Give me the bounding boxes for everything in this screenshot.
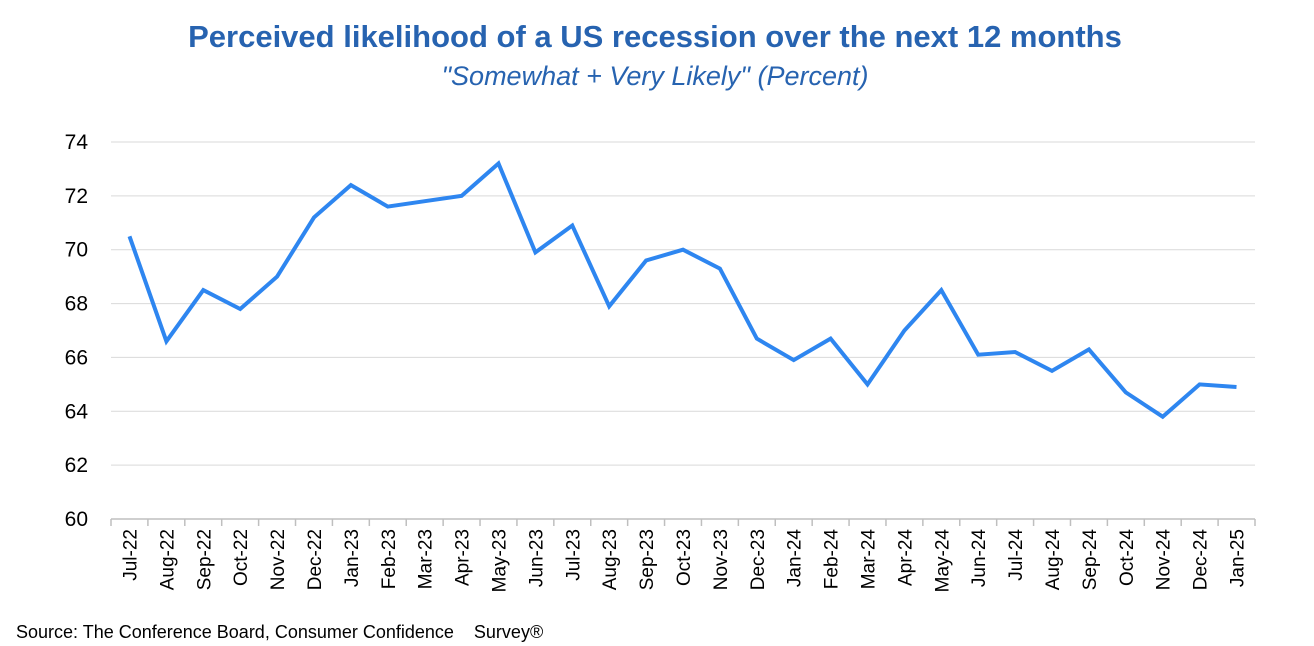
x-tick-label: May-24 (932, 529, 953, 593)
x-tick-label: Dec-22 (305, 529, 326, 590)
x-tick-label: Jan-25 (1228, 529, 1249, 587)
x-tick-label: Sep-24 (1080, 529, 1101, 591)
y-tick-label: 62 (65, 454, 88, 477)
y-tick-label: 72 (65, 185, 88, 208)
x-tick-label: Feb-24 (822, 529, 843, 590)
x-tick-label: Aug-22 (157, 529, 178, 590)
x-tick-label: Jun-23 (526, 529, 547, 587)
source-note: Source: The Conference Board, Consumer C… (16, 622, 543, 642)
x-tick-label: Oct-23 (674, 529, 695, 586)
x-tick-label: Jan-24 (785, 529, 806, 588)
y-tick-label: 64 (65, 400, 89, 423)
y-tick-label: 70 (65, 239, 88, 262)
x-axis: Jul-22 Aug-22 Sep-22 Oct-22 Nov-22 Dec-22 Jan-… (110, 518, 1256, 593)
x-tick-label: Jul-24 (1006, 529, 1027, 581)
x-tick-label: Apr-23 (453, 529, 474, 586)
x-tick-label: Aug-23 (600, 529, 621, 590)
chart-title: Perceived likelihood of a US recession o… (188, 19, 1122, 54)
x-tick-label: Nov-23 (711, 529, 732, 590)
y-axis-ticks: 60 62 64 66 68 70 72 74 (65, 131, 89, 531)
y-tick-label: 74 (65, 131, 89, 154)
series-layer (127, 160, 1237, 420)
series-line (127, 160, 1237, 420)
x-tick-label: Sep-23 (637, 529, 658, 590)
x-tick-label: Jul-23 (563, 529, 584, 581)
chart-subtitle: "Somewhat + Very Likely" (Percent) (441, 61, 868, 91)
x-tick-label: Jul-22 (120, 529, 141, 581)
x-tick-label: Apr-24 (895, 529, 916, 586)
x-tick-label: Jun-24 (969, 529, 990, 588)
x-tick-label: Jan-23 (342, 529, 363, 587)
x-tick-label: Nov-22 (268, 529, 289, 590)
y-tick-label: 68 (65, 293, 88, 316)
x-tick-label: Mar-24 (859, 529, 880, 590)
x-tick-label: Dec-23 (748, 529, 769, 590)
gridlines (111, 141, 1255, 466)
x-tick-label: Mar-23 (416, 529, 437, 589)
x-tick-label: Nov-24 (1154, 529, 1175, 591)
y-tick-label: 60 (65, 508, 88, 531)
x-tick-label: Sep-22 (194, 529, 215, 590)
x-tick-label: Feb-23 (379, 529, 400, 589)
x-tick-label: Aug-24 (1043, 529, 1064, 591)
x-tick-label: May-23 (489, 529, 510, 592)
x-tick-label: Dec-24 (1191, 529, 1212, 591)
x-tick-label: Oct-22 (231, 529, 252, 586)
y-tick-label: 66 (65, 346, 88, 369)
x-tick-label: Oct-24 (1117, 529, 1138, 586)
